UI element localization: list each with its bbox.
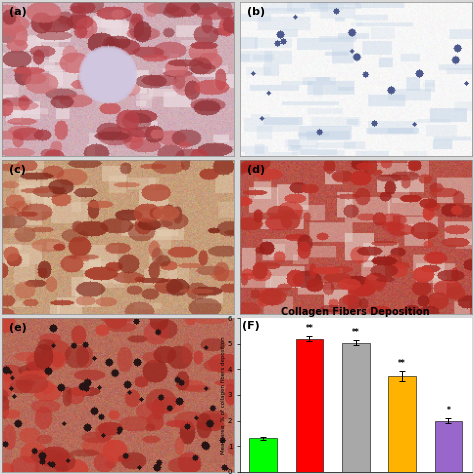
Title: Collagen Fibers Deposition: Collagen Fibers Deposition [282, 308, 430, 318]
Text: **: ** [398, 359, 406, 368]
Bar [342, 343, 370, 472]
Text: (b): (b) [247, 7, 265, 17]
Text: (e): (e) [9, 323, 27, 333]
Text: (F): (F) [242, 321, 260, 331]
Text: (c): (c) [9, 165, 26, 175]
Bar [249, 438, 277, 472]
Text: (a): (a) [9, 7, 27, 17]
Bar [435, 420, 462, 472]
Text: *: * [447, 406, 450, 415]
Bar [295, 339, 323, 472]
Text: **: ** [306, 324, 313, 333]
Text: (d): (d) [247, 165, 265, 175]
Bar [388, 376, 416, 472]
Y-axis label: Mean area  % of collagen fibers deposition: Mean area % of collagen fibers depositio… [221, 336, 227, 454]
Text: **: ** [352, 328, 360, 337]
